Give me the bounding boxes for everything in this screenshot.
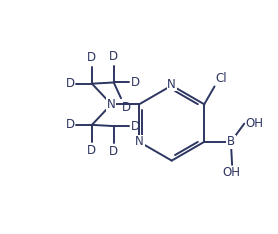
Text: D: D bbox=[131, 120, 140, 133]
Text: D: D bbox=[131, 76, 140, 89]
Text: OH: OH bbox=[222, 166, 240, 179]
Text: N: N bbox=[167, 78, 176, 91]
Text: OH: OH bbox=[245, 117, 264, 130]
Text: D: D bbox=[87, 51, 96, 64]
Text: D: D bbox=[66, 77, 75, 90]
Text: Cl: Cl bbox=[216, 72, 227, 85]
Text: D: D bbox=[122, 101, 131, 114]
Text: D: D bbox=[109, 146, 118, 158]
Text: D: D bbox=[109, 50, 118, 63]
Text: D: D bbox=[87, 144, 96, 157]
Text: N: N bbox=[107, 98, 116, 111]
Text: B: B bbox=[227, 135, 235, 148]
Text: D: D bbox=[66, 118, 75, 131]
Text: N: N bbox=[135, 135, 144, 148]
